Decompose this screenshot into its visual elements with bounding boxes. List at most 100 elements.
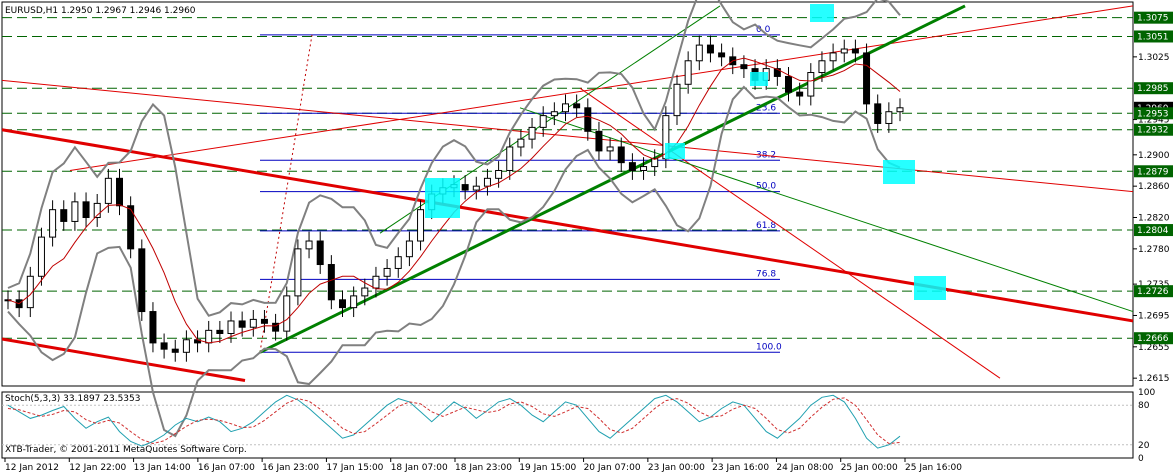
y-tick-label: 1.2615 — [1138, 374, 1170, 384]
x-tick-label: 18 Jan 07:00 — [391, 463, 448, 473]
candle-body — [528, 126, 536, 140]
candle-body — [785, 75, 792, 93]
candle-body — [60, 209, 68, 222]
candle-body — [82, 201, 90, 219]
x-tick-label: 18 Jan 23:00 — [455, 463, 512, 473]
stoch-tick-label: 0 — [1138, 454, 1144, 464]
green-trendline-falling[interactable] — [519, 107, 1134, 313]
fibo-base-line[interactable] — [259, 34, 313, 353]
x-tick-label: 25 Jan 00:00 — [841, 463, 898, 473]
candle-body — [149, 311, 157, 344]
candle-body — [138, 248, 146, 313]
y-tick-label: 1.2695 — [1138, 311, 1170, 321]
candle-body — [640, 166, 648, 171]
price-level-tag — [1134, 11, 1173, 24]
candle-body — [550, 111, 558, 117]
red-trendline-thin[interactable] — [1, 79, 1134, 193]
candle-body — [316, 240, 324, 266]
y-tick-label: 1.2735 — [1138, 280, 1170, 290]
red-trendline-rising[interactable] — [69, 5, 1134, 171]
chart-title: EURUSD,H1 1.2950 1.2967 1.2946 1.2960 — [5, 6, 196, 16]
candle-body — [718, 52, 726, 58]
watermark: XTB-Trader, © 2001-2011 MetaQuotes Softw… — [5, 445, 247, 455]
price-level-tag — [1134, 82, 1173, 95]
candle-body — [116, 177, 123, 207]
candle-body — [695, 44, 703, 62]
fibo-level-label: 76.8 — [756, 269, 776, 279]
candle-body — [182, 339, 190, 353]
candle-body — [361, 287, 369, 297]
candle-body — [350, 295, 358, 309]
candle-body — [160, 342, 168, 350]
candle-body — [796, 91, 804, 97]
candle-body — [283, 295, 291, 332]
price-level-tag — [1134, 107, 1173, 120]
x-tick-label: 12 Jan 22:00 — [69, 463, 126, 473]
price-level-label: 1.2932 — [1137, 126, 1169, 136]
candle-body — [495, 169, 503, 179]
main-panel-frame — [1, 1, 1134, 387]
stochastic-label: Stoch(5,3,3) 33.1897 23.5353 — [5, 394, 140, 404]
candle-body — [37, 236, 45, 277]
candle-body — [93, 202, 101, 219]
candle-body — [483, 177, 491, 187]
candle-body — [26, 275, 34, 309]
highlight-boxes[interactable] — [425, 4, 946, 300]
candle-body — [417, 209, 425, 242]
horizontal-levels[interactable] — [2, 17, 1133, 339]
price-level-label: 1.2666 — [1137, 334, 1169, 344]
stoch-signal-line — [7, 397, 901, 445]
fibo-level-label: 61.8 — [756, 221, 776, 231]
candle-body — [205, 329, 213, 344]
red-trendline-falling[interactable] — [579, 87, 1001, 379]
candle-body — [851, 48, 859, 54]
candle-body — [71, 201, 79, 222]
candle-body — [595, 130, 603, 152]
x-tick-label: 25 Jan 16:00 — [905, 463, 962, 473]
candle-body — [896, 107, 904, 113]
y-tick-label: 1.2900 — [1138, 151, 1170, 161]
candle-body — [372, 275, 380, 289]
candle-body — [807, 72, 815, 97]
highlight-box[interactable] — [810, 4, 834, 22]
y-tick-label: 1.2780 — [1138, 245, 1170, 255]
candle-body — [874, 103, 882, 124]
candle-body — [171, 348, 179, 353]
highlight-box[interactable] — [425, 178, 460, 218]
highlight-box[interactable] — [665, 143, 685, 159]
stoch-tick-label: 20 — [1138, 441, 1150, 451]
x-tick-label: 23 Jan 00:00 — [648, 463, 705, 473]
x-tick-label: 16 Jan 07:00 — [198, 463, 255, 473]
stochastic-panel: 100 80 20 0 — [2, 388, 1155, 464]
trendlines[interactable] — [1, 4, 1134, 382]
y-tick-label: 1.3025 — [1138, 53, 1170, 63]
green-trendline-main[interactable] — [259, 4, 966, 354]
candle-body — [617, 146, 625, 164]
candle-body — [305, 240, 313, 250]
candle-body — [740, 64, 748, 70]
candle-body — [584, 107, 592, 132]
candles — [4, 35, 904, 362]
candle-body — [506, 146, 514, 171]
stoch-tick-label: 100 — [1138, 388, 1155, 398]
highlight-box[interactable] — [883, 160, 915, 184]
x-tick-label: 12 Jan 2012 — [5, 463, 59, 473]
highlight-box[interactable] — [914, 276, 946, 300]
y-tick-label: 1.2655 — [1138, 343, 1170, 353]
highlight-box[interactable] — [750, 72, 768, 86]
y-tick-label: 1.2820 — [1138, 214, 1170, 224]
fibo-level-label: 100.0 — [756, 342, 782, 352]
candle-body — [260, 318, 268, 324]
candle-body — [606, 146, 614, 152]
candle-body — [327, 264, 335, 301]
candle-body — [227, 320, 235, 334]
price-level-label: 1.2953 — [1137, 109, 1169, 119]
candle-body — [517, 138, 525, 148]
candle-body — [885, 111, 893, 124]
x-tick-label: 24 Jan 08:00 — [776, 463, 833, 473]
candle-body — [573, 103, 581, 109]
